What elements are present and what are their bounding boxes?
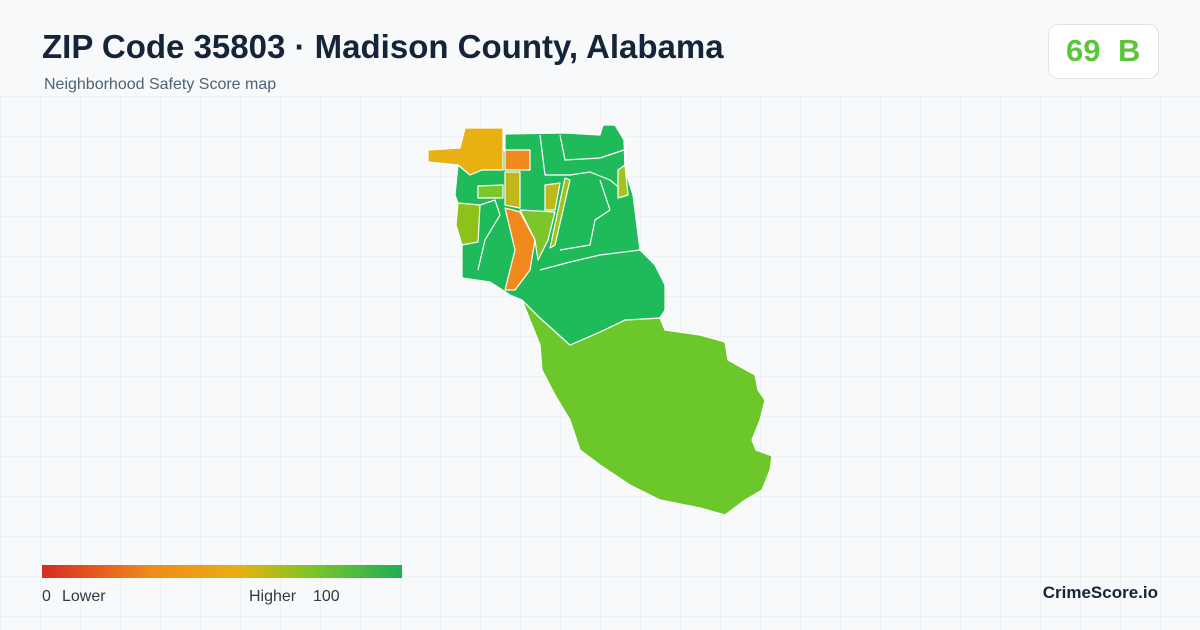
legend-scale <box>42 565 402 578</box>
border <box>559 179 611 251</box>
region <box>504 207 536 291</box>
region <box>519 209 556 261</box>
legend-min-label: Lower <box>62 588 106 605</box>
subtitle: Neighborhood Safety Score map <box>44 76 277 93</box>
legend-max: 100 <box>313 588 340 605</box>
region <box>427 127 504 176</box>
brand: CrimeScore.io <box>1042 583 1158 602</box>
region <box>477 184 504 199</box>
region <box>504 149 531 171</box>
legend-min: 0 <box>42 588 51 605</box>
region <box>455 202 481 246</box>
map <box>427 124 773 516</box>
border <box>559 134 625 161</box>
border <box>539 134 629 196</box>
score: 69 <box>1066 33 1101 68</box>
region <box>617 164 629 199</box>
grade: B <box>1118 33 1141 68</box>
region <box>504 171 521 209</box>
border <box>477 199 501 271</box>
title: ZIP Code 35803 · Madison County, Alabama <box>42 28 724 65</box>
score-box <box>1048 24 1159 79</box>
region <box>549 177 571 249</box>
border <box>539 249 641 271</box>
region <box>521 299 773 516</box>
region <box>544 182 561 211</box>
legend-max-label: Higher <box>249 588 297 605</box>
